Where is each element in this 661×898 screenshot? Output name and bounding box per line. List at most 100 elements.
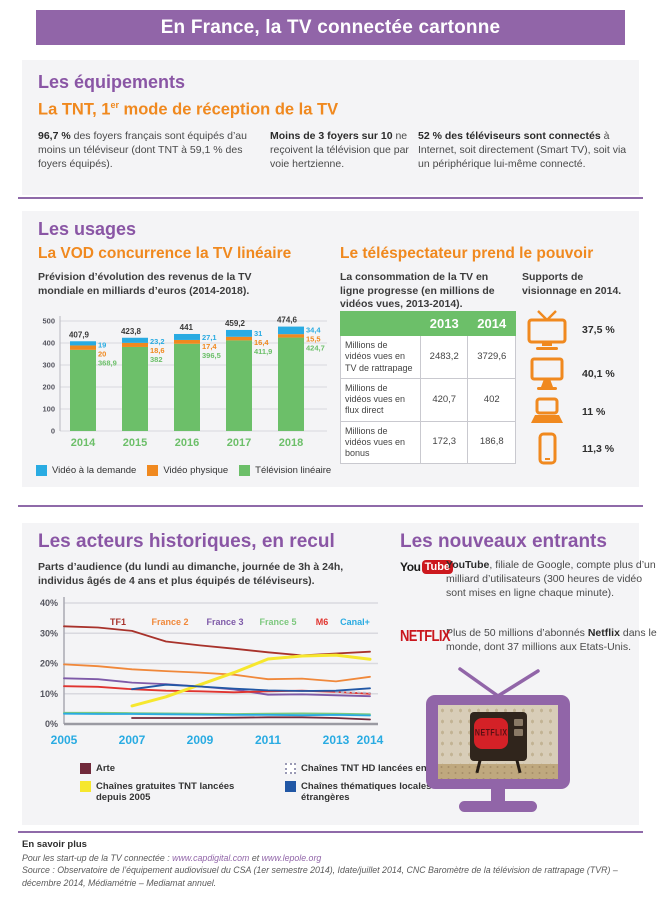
- svg-text:2014: 2014: [71, 437, 96, 449]
- lepole-link[interactable]: www.lepole.org: [261, 853, 322, 863]
- svg-text:20: 20: [98, 349, 106, 358]
- svg-text:2013: 2013: [323, 733, 350, 747]
- footer-source: Source : Observatoire de l’équipement au…: [22, 865, 618, 888]
- youtube-text: YouTube, filiale de Google, compte plus …: [446, 559, 658, 601]
- svg-text:18,6: 18,6: [150, 346, 165, 355]
- youtube-logo-you: You: [400, 560, 421, 574]
- youtube-rest: , filiale de Google, compte plus d’un mi…: [446, 559, 656, 599]
- svg-text:16,4: 16,4: [254, 338, 269, 347]
- stat-tv-foyers: 96,7 % des foyers français sont équipés …: [38, 130, 250, 172]
- svg-text:100: 100: [42, 405, 55, 414]
- subheading-prefix: La TNT, 1: [38, 100, 111, 119]
- svg-text:382: 382: [150, 355, 163, 364]
- telespectateur-subheading: Le téléspectateur prend le pouvoir: [340, 245, 594, 262]
- device-share: 11 %: [582, 406, 606, 418]
- netflix-bold: Netflix: [587, 627, 620, 639]
- stat-bold: Moins de 3 foyers sur 10: [270, 130, 393, 142]
- table-caption: La consommation de la TV en ligne progre…: [340, 271, 495, 311]
- monitor-icon: [530, 357, 564, 390]
- svg-text:411,9: 411,9: [254, 347, 272, 356]
- device-row-monitor: 40,1 %: [524, 356, 615, 392]
- footer-more-label: En savoir plus: [22, 839, 87, 850]
- viewing-devices-list: 37,5 % 40,1 % 11 %: [524, 309, 615, 466]
- tv-stand-base: [459, 801, 537, 812]
- tv-control-panel: [514, 719, 524, 741]
- stat-text: des foyers français sont équipés d’au mo…: [38, 130, 247, 170]
- section-acteurs: Les acteurs historiques, en recul Parts …: [22, 523, 657, 825]
- audience-line-chart: 0% 10% 20% 30% 40% 2005 2007 2009 2011 2013 2014 TF…: [40, 597, 384, 747]
- stat-hertzien: Moins de 3 foyers sur 10 ne reçoivent la…: [270, 130, 412, 172]
- capdigital-link[interactable]: www.capdigital.com: [172, 853, 250, 863]
- youtube-logo-tube: Tube: [421, 560, 454, 574]
- legend-item: Vidéo physique: [147, 465, 228, 476]
- acteurs-heading: Les acteurs historiques, en recul: [38, 531, 335, 552]
- legend-label: Télévision linéaire: [255, 465, 332, 476]
- row-value-2014: 186,8: [467, 420, 516, 465]
- youtube-logo: You Tube: [400, 560, 454, 574]
- section-equipements: Les équipements La TNT, 1er mode de réce…: [22, 60, 639, 195]
- svg-text:19: 19: [98, 340, 106, 349]
- line-chart-caption: Parts d’audience (du lundi au dimanche, …: [38, 561, 344, 587]
- footer-startup-line: Pour les start-up de la TV connectée : w…: [22, 852, 642, 864]
- row-label: Millions de vidéos vues en bonus: [340, 420, 421, 465]
- netflix-text: Plus de 50 millions d’abonnés Netflix da…: [446, 627, 658, 655]
- footer: En savoir plus Pour les start-up de la T…: [22, 839, 642, 889]
- legend-swatch: [80, 781, 91, 792]
- line-chart-legend: Arte Chaînes TNT HD lancées en 2013 Chaîne…: [80, 763, 505, 803]
- svg-text:2016: 2016: [175, 437, 199, 449]
- antenna-icon: [458, 667, 540, 697]
- device-share: 11,3 %: [582, 443, 615, 455]
- svg-text:368,9: 368,9: [98, 358, 117, 367]
- table-row: Millions de vidéos vues en TV de rattrap…: [340, 335, 516, 379]
- page-title: En France, la TV connectée cartonne: [36, 10, 625, 45]
- section-divider: [18, 197, 643, 199]
- stat-bold: 52 % des téléviseurs sont connectés: [418, 130, 601, 142]
- svg-text:0: 0: [51, 427, 55, 436]
- svg-text:40%: 40%: [40, 598, 58, 608]
- svg-text:27,1: 27,1: [202, 333, 217, 342]
- device-share: 40,1 %: [582, 368, 615, 380]
- legend-swatch: [147, 465, 159, 476]
- subheading-superscript: er: [110, 100, 119, 110]
- online-tv-table: 2013 2014 Millions de vidéos vues en TV …: [340, 311, 516, 465]
- svg-text:2017: 2017: [227, 437, 251, 449]
- svg-text:TF1: TF1: [110, 617, 126, 627]
- svg-text:30%: 30%: [40, 628, 58, 638]
- row-label: Millions de vidéos vues en flux direct: [340, 377, 421, 422]
- youtube-bold: YouTube: [446, 559, 490, 571]
- legend-swatch: [285, 781, 296, 792]
- legend-label: Chaînes TNT HD lancées en 2013: [301, 763, 451, 774]
- svg-text:441: 441: [180, 323, 194, 332]
- svg-text:France 2: France 2: [151, 617, 188, 627]
- bar-chart-legend: Vidéo à la demande Vidéo physique Télévisi…: [36, 465, 331, 476]
- legend-swatch: [36, 465, 47, 476]
- legend-swatch: [239, 465, 251, 476]
- stat-text: à Internet, soit directement (Smart TV),…: [418, 130, 627, 170]
- usages-heading: Les usages: [38, 219, 137, 239]
- section-divider: [18, 831, 643, 833]
- table-header-2013: 2013: [419, 311, 469, 336]
- device-row-tv: 37,5 %: [524, 309, 615, 351]
- legend-swatch: [285, 763, 296, 774]
- row-value-2014: 402: [467, 377, 516, 422]
- row-value-2013: 420,7: [419, 377, 469, 422]
- table-row: Millions de vidéos vues en bonus 172,3 1…: [340, 420, 516, 465]
- tv-illustration: NETFLIX: [422, 667, 574, 821]
- svg-text:300: 300: [42, 361, 55, 370]
- section-divider: [18, 505, 643, 507]
- row-value-2014: 3729,6: [467, 335, 516, 379]
- stat-text: ne reçoivent la télévision que par voie …: [270, 130, 409, 170]
- table-header-row: 2013 2014: [340, 311, 516, 336]
- legend-label: Chaînes gratuites TNT lancées depuis 200…: [96, 781, 235, 803]
- entrants-heading: Les nouveaux entrants: [400, 531, 607, 552]
- legend-item: Chaînes thématiques locales et étrangère…: [285, 781, 505, 803]
- device-row-laptop: 11 %: [524, 397, 615, 427]
- tv-stand-neck: [491, 787, 505, 803]
- netflix-after: dans le monde, dont 37 millions aux Etat…: [446, 627, 657, 653]
- table-row: Millions de vidéos vues en flux direct 4…: [340, 377, 516, 422]
- netflix-block: NETFLIX Plus de 50 millions d’abonnés Ne…: [400, 627, 658, 655]
- laptop-icon: [531, 397, 563, 423]
- svg-text:15,5: 15,5: [306, 335, 321, 344]
